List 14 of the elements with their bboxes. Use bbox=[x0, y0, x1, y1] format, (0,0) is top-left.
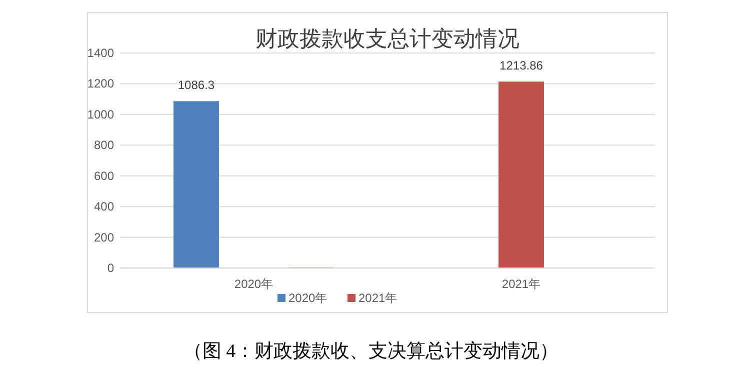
data-label: 1086.3 bbox=[178, 78, 215, 92]
text: （图 4：财政拨款收、支决算总计变动情况） bbox=[183, 340, 559, 362]
y-tick-label: 1200 bbox=[87, 76, 114, 91]
y-tick-label: 1400 bbox=[87, 46, 114, 60]
chart-title: 财政拨款收支总计变动情况 bbox=[256, 26, 520, 51]
y-tick-label: 1000 bbox=[87, 107, 114, 122]
legend-label: 2020年 bbox=[288, 291, 328, 305]
y-tick-label: 400 bbox=[94, 200, 114, 214]
y-tick-label: 800 bbox=[94, 138, 114, 152]
data-label: 1213.86 bbox=[500, 58, 544, 73]
y-tick-label: 600 bbox=[94, 168, 114, 183]
y-tick-label: 200 bbox=[94, 230, 114, 244]
legend-label: 2021年 bbox=[358, 291, 398, 305]
y-tick-label: 0 bbox=[107, 261, 114, 275]
